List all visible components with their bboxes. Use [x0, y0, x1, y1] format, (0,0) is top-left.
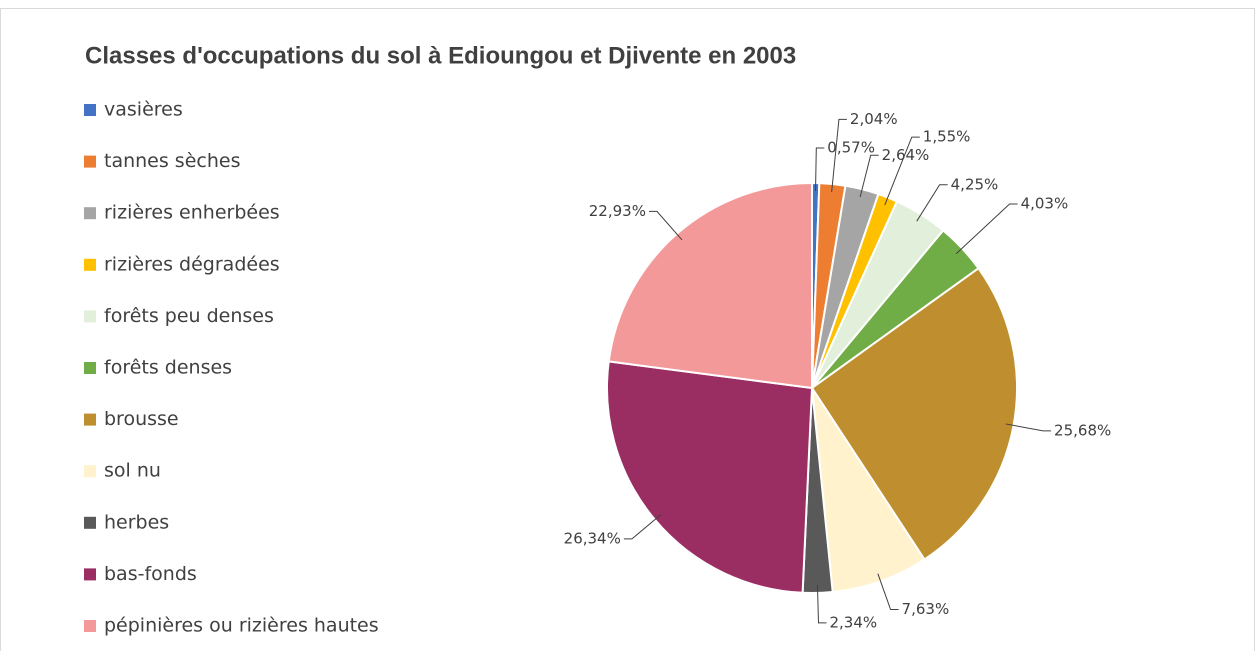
- legend-label: rizières dégradées: [104, 253, 280, 275]
- leader-line: [877, 573, 899, 610]
- legend-swatch: [84, 310, 96, 323]
- data-label: 26,34%: [564, 529, 621, 547]
- leader-line: [648, 210, 683, 241]
- data-label: 25,68%: [1054, 421, 1111, 439]
- leader-line: [955, 203, 1018, 255]
- leader-line: [916, 184, 948, 222]
- legend-swatch: [84, 258, 96, 271]
- legend-swatch: [84, 104, 96, 116]
- legend-label: forêts peu denses: [104, 305, 274, 327]
- data-label: 4,25%: [951, 175, 999, 193]
- leader-line: [884, 136, 920, 206]
- data-label: 2,64%: [882, 146, 930, 164]
- legend-swatch: [84, 362, 96, 374]
- leader-line: [859, 154, 879, 198]
- pie-slice: [606, 360, 814, 594]
- leader-line: [831, 118, 847, 193]
- legend-swatch: [84, 568, 96, 581]
- legend-label: forêts denses: [104, 357, 232, 379]
- legend-label: rizières enherbées: [104, 202, 280, 224]
- legend-label: vasières: [104, 99, 183, 121]
- data-label: 0,57%: [827, 139, 875, 157]
- leader-line: [1005, 423, 1052, 432]
- data-label: 1,55%: [923, 128, 971, 146]
- legend-swatch: [84, 413, 96, 426]
- frame: [0, 8, 1255, 651]
- data-label: 7,63%: [902, 600, 950, 618]
- legend-swatch: [84, 207, 96, 220]
- leader-line: [815, 147, 825, 192]
- legend-label: brousse: [104, 408, 179, 430]
- leader-line: [816, 584, 827, 624]
- chart-title: Classes d'occupations du sol à Edioungou…: [85, 42, 796, 69]
- legend-swatch: [84, 155, 96, 168]
- leader-line: [623, 514, 662, 540]
- data-label: 2,34%: [829, 613, 877, 631]
- legend-label: herbes: [104, 511, 169, 533]
- legend-label: tannes sèches: [104, 150, 240, 172]
- legend-label: sol nu: [104, 460, 161, 482]
- legend-swatch: [84, 516, 96, 529]
- data-label: 2,04%: [850, 110, 898, 128]
- data-label: 22,93%: [589, 202, 646, 220]
- legend-swatch: [84, 620, 96, 632]
- legend-label: bas-fonds: [104, 563, 197, 585]
- data-label: 4,03%: [1021, 194, 1069, 212]
- legend-swatch: [84, 465, 96, 478]
- legend-label: pépinières ou rizières hautes: [104, 615, 379, 637]
